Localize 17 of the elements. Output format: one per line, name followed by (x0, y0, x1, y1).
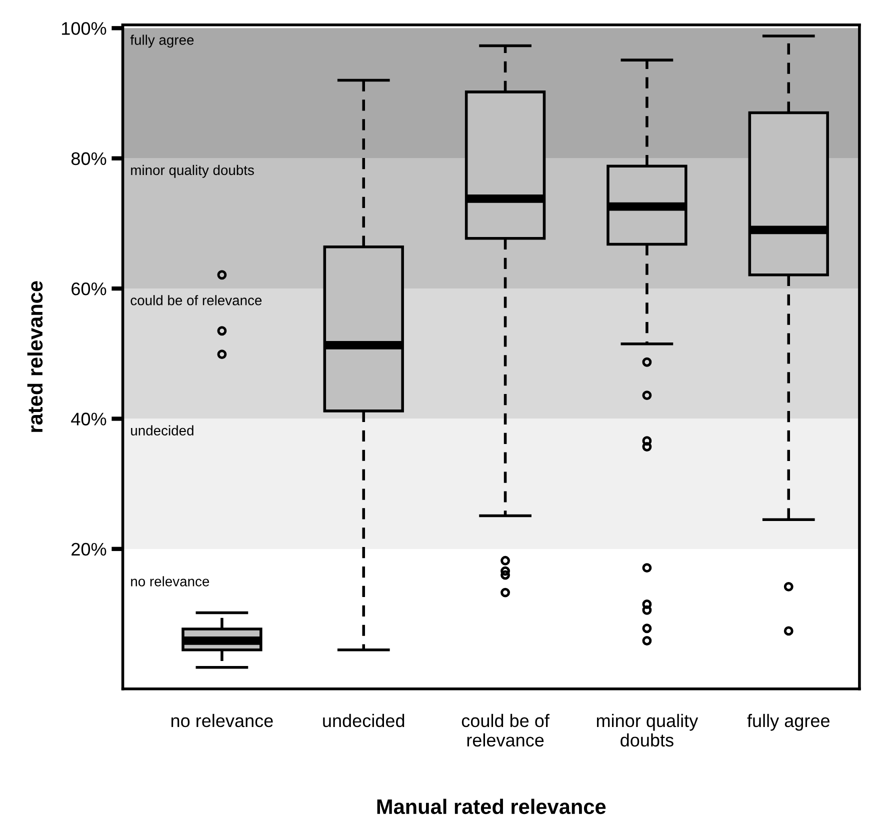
x-tick-label: minor quality doubts (596, 714, 698, 747)
y-tick-label: 40% (71, 412, 106, 426)
x-axis-title: Manual rated relevance (377, 798, 606, 814)
x-tick-label: no relevance (171, 714, 273, 728)
x-tick-label: fully agree (747, 714, 830, 731)
y-axis-title: rated relevance (27, 281, 43, 432)
annotation: no relevance (131, 576, 210, 586)
x-tick-label: undecided (323, 714, 404, 728)
y-tick-label: 60% (72, 282, 106, 296)
band-label: undecided (131, 425, 194, 436)
y-tick-label: 100% (62, 22, 106, 35)
y-tick-label: 80% (71, 152, 106, 166)
band-label: fully agree (130, 34, 194, 48)
x-tick-label: could be of relevance (462, 714, 550, 747)
y-tick-label: 20% (72, 542, 106, 556)
band-label: minor quality doubts (131, 164, 254, 178)
band-label: could be of relevance (130, 295, 262, 306)
